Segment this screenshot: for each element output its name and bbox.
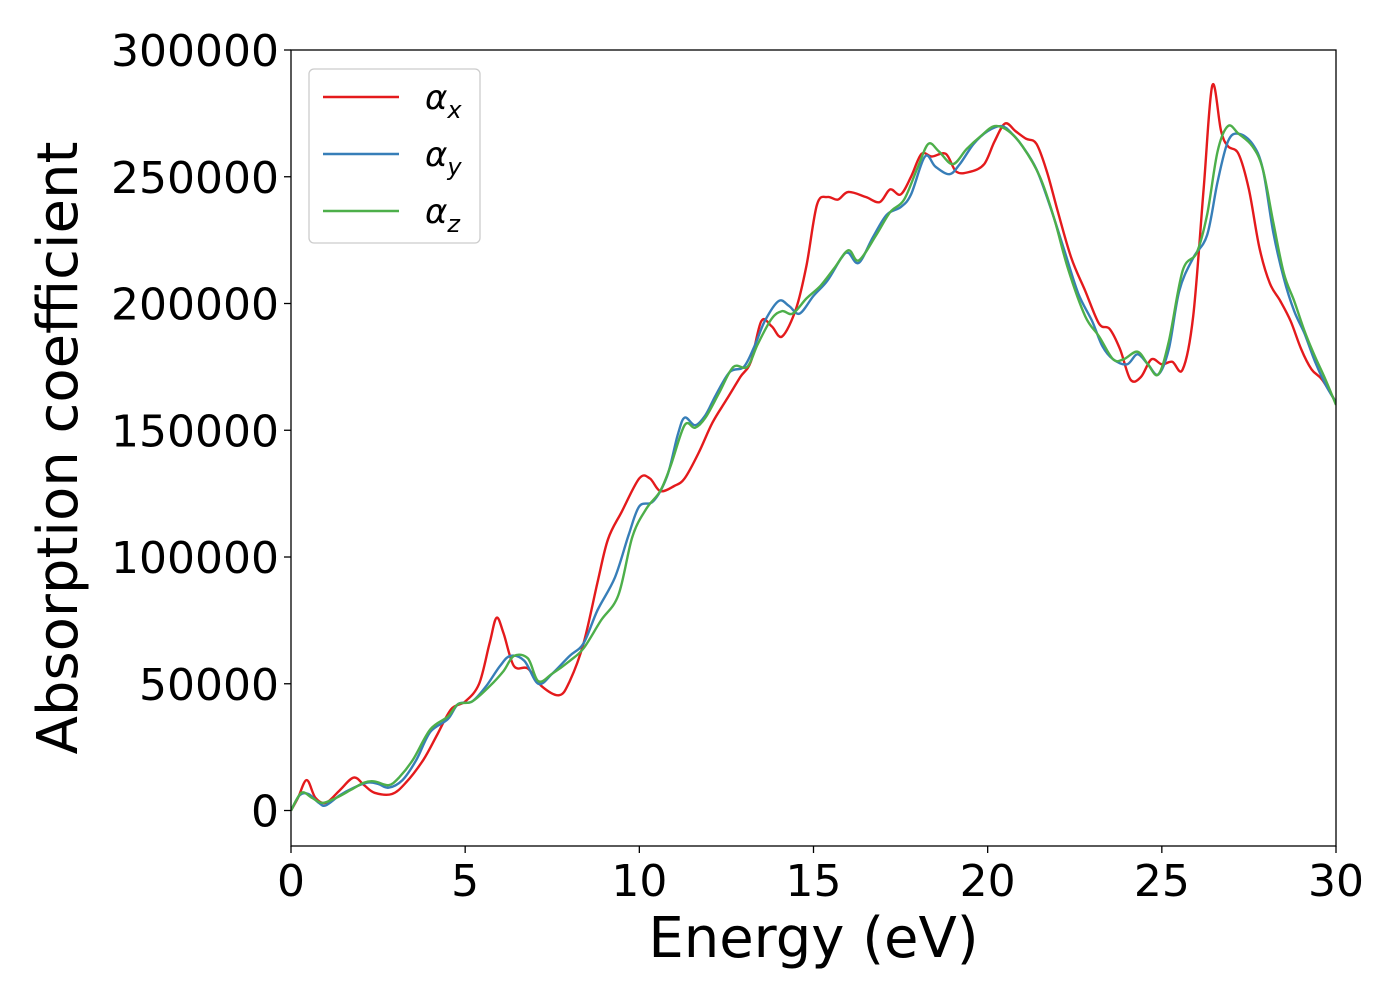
y-tick-label: 300000 bbox=[111, 26, 279, 77]
legend-label-x: αx bbox=[425, 78, 462, 124]
legend-box bbox=[308, 68, 481, 244]
x-tick-label: 15 bbox=[786, 856, 842, 907]
x-tick-label: 0 bbox=[277, 856, 305, 907]
x-tick-label: 10 bbox=[611, 856, 667, 907]
y-axis-label: Absorption coefficient bbox=[26, 142, 91, 755]
legend-label-y: αy bbox=[425, 135, 462, 181]
legend-label-z: αz bbox=[425, 192, 461, 238]
series-line-z bbox=[291, 124, 1336, 812]
x-tick-label: 5 bbox=[451, 856, 479, 907]
y-tick-label: 250000 bbox=[111, 153, 279, 204]
series-lines bbox=[291, 82, 1336, 812]
x-tick-label: 20 bbox=[960, 856, 1016, 907]
y-tick-label: 150000 bbox=[111, 406, 279, 457]
y-tick-label: 50000 bbox=[139, 660, 279, 711]
x-tick-label: 30 bbox=[1308, 856, 1364, 907]
y-tick-label: 200000 bbox=[111, 280, 279, 331]
x-axis-label: Energy (eV) bbox=[648, 906, 978, 971]
x-axis-ticks: 0 5 10 15 20 25 30 bbox=[277, 846, 1364, 907]
y-tick-label: 0 bbox=[251, 787, 279, 838]
y-tick-label: 100000 bbox=[111, 533, 279, 584]
series-line-x bbox=[291, 82, 1336, 812]
x-tick-label: 25 bbox=[1134, 856, 1190, 907]
y-axis-ticks: 0 50000 100000 150000 200000 250000 300000 bbox=[111, 26, 291, 838]
legend: αx αy αz bbox=[308, 68, 481, 244]
